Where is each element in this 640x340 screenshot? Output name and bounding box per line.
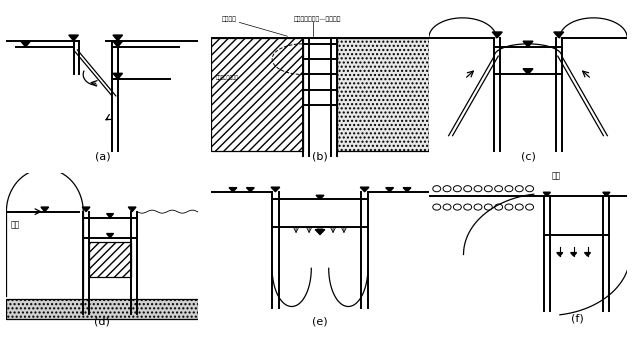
Polygon shape — [229, 188, 237, 192]
Polygon shape — [69, 35, 79, 41]
Circle shape — [464, 204, 472, 210]
Circle shape — [484, 204, 492, 210]
Circle shape — [474, 186, 482, 192]
Circle shape — [464, 186, 472, 192]
Polygon shape — [523, 41, 533, 47]
Polygon shape — [41, 207, 49, 211]
Circle shape — [515, 204, 524, 210]
Polygon shape — [337, 38, 429, 151]
Polygon shape — [82, 207, 90, 211]
Text: 由接缝向坑内渗履: 由接缝向坑内渗履 — [216, 75, 239, 80]
Circle shape — [443, 204, 451, 210]
Text: (c): (c) — [520, 152, 536, 162]
Text: (e): (e) — [312, 317, 328, 326]
Polygon shape — [113, 41, 123, 47]
Circle shape — [443, 186, 451, 192]
Polygon shape — [6, 299, 198, 319]
Circle shape — [433, 204, 441, 210]
Polygon shape — [557, 253, 563, 256]
Text: 墙体向地面细扁—一体移动: 墙体向地面细扁—一体移动 — [294, 16, 341, 22]
Text: (b): (b) — [312, 152, 328, 162]
Circle shape — [474, 204, 482, 210]
Polygon shape — [271, 187, 280, 192]
Circle shape — [525, 186, 534, 192]
Text: 案例: 案例 — [552, 171, 561, 180]
Polygon shape — [523, 69, 533, 74]
Circle shape — [484, 186, 492, 192]
Text: 形成空洞: 形成空洞 — [222, 16, 237, 22]
Polygon shape — [21, 41, 31, 47]
Text: (a): (a) — [95, 152, 110, 162]
Circle shape — [495, 204, 502, 210]
Polygon shape — [211, 38, 303, 151]
Polygon shape — [584, 253, 591, 256]
Polygon shape — [316, 195, 324, 199]
Polygon shape — [316, 230, 324, 235]
Circle shape — [453, 204, 461, 210]
Circle shape — [495, 186, 502, 192]
Circle shape — [505, 204, 513, 210]
Polygon shape — [403, 188, 411, 192]
Polygon shape — [571, 253, 577, 256]
Polygon shape — [107, 214, 113, 218]
Polygon shape — [360, 187, 369, 192]
Polygon shape — [492, 32, 502, 38]
Polygon shape — [543, 192, 550, 197]
Polygon shape — [113, 35, 123, 41]
Text: (f): (f) — [572, 313, 584, 323]
Circle shape — [453, 186, 461, 192]
Circle shape — [515, 186, 524, 192]
Polygon shape — [554, 32, 564, 38]
Circle shape — [525, 204, 534, 210]
Polygon shape — [386, 188, 394, 192]
Circle shape — [433, 186, 441, 192]
Polygon shape — [113, 73, 123, 79]
Circle shape — [505, 186, 513, 192]
Polygon shape — [128, 207, 136, 211]
Polygon shape — [246, 188, 254, 192]
Text: (d): (d) — [95, 317, 110, 326]
Polygon shape — [89, 242, 131, 277]
Polygon shape — [603, 192, 610, 197]
Text: 河道: 河道 — [10, 220, 19, 229]
Polygon shape — [107, 234, 113, 238]
